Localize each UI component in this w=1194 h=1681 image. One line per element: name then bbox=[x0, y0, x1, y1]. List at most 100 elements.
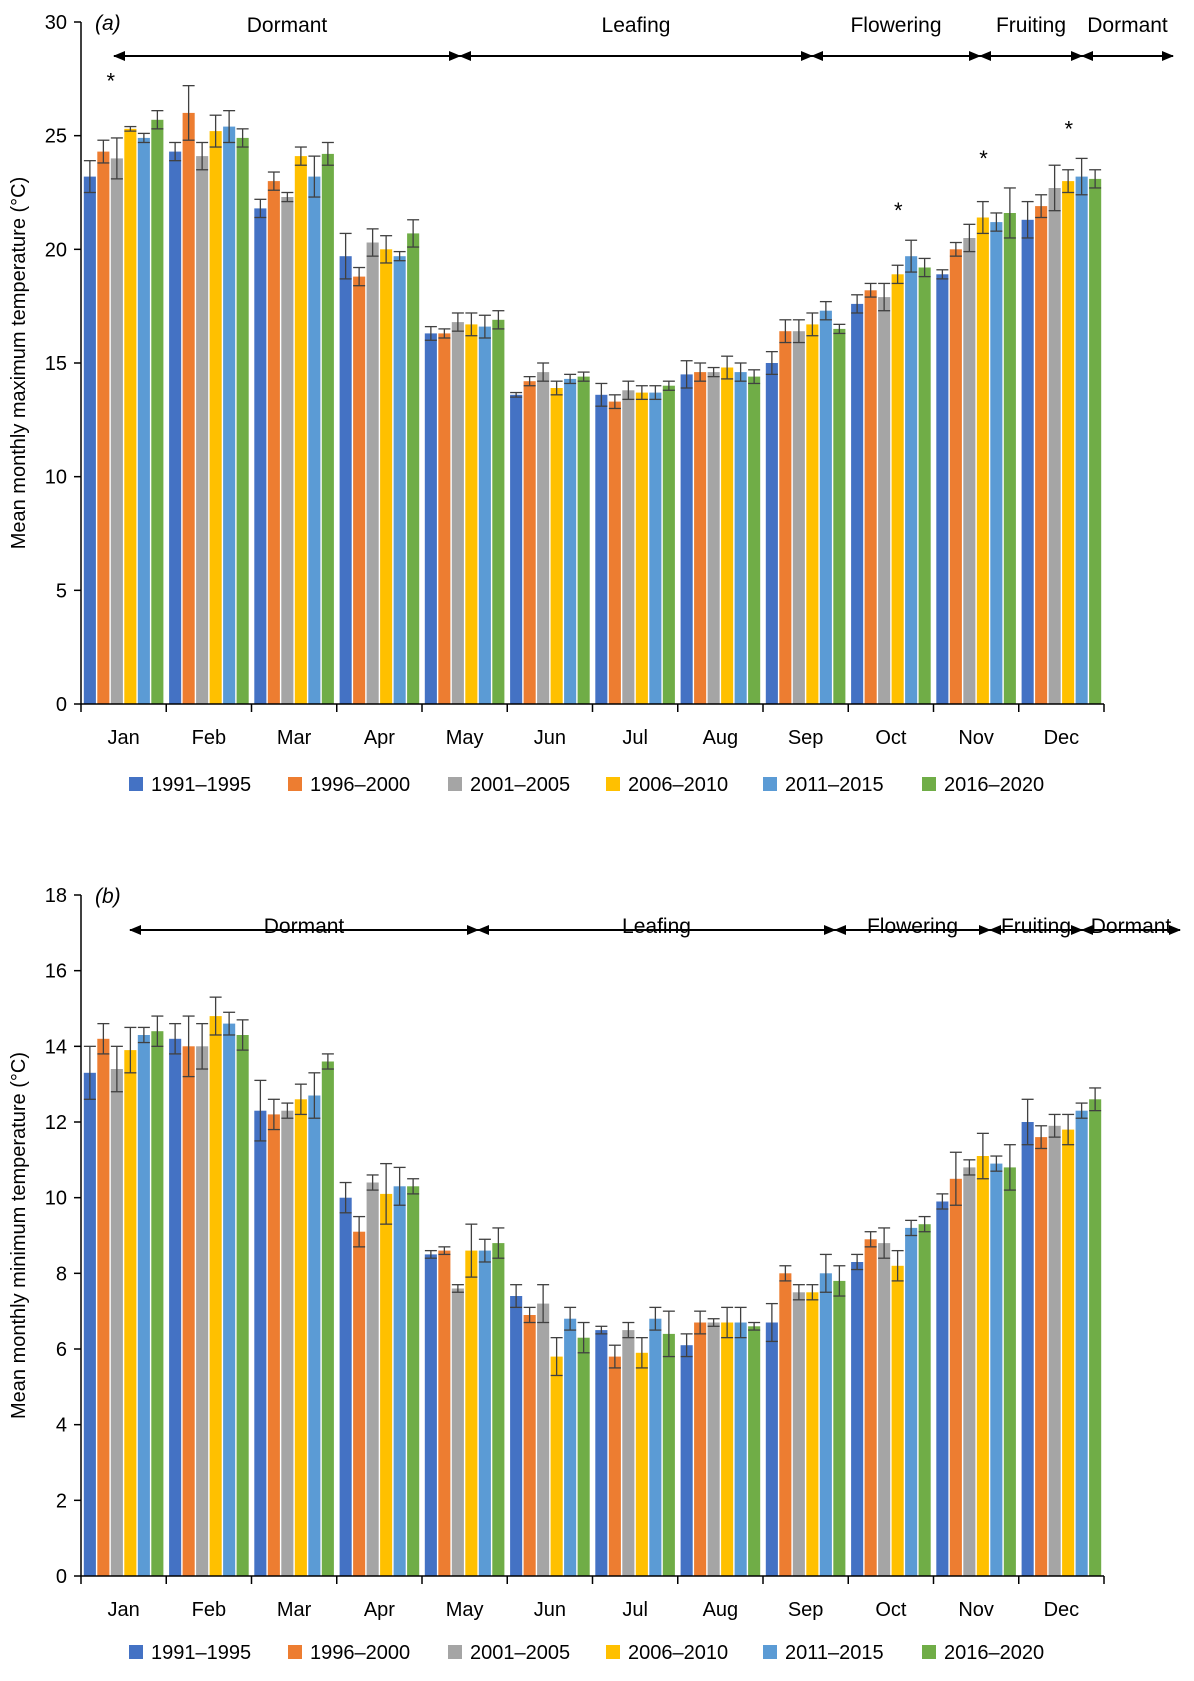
error-bar bbox=[451, 1284, 464, 1293]
error-bar bbox=[819, 1253, 832, 1293]
bar bbox=[595, 394, 608, 704]
error-bar bbox=[949, 241, 962, 257]
error-bar bbox=[537, 1284, 550, 1324]
error-bar bbox=[680, 1333, 693, 1358]
bar bbox=[110, 1069, 123, 1576]
bar bbox=[267, 181, 280, 705]
bar bbox=[779, 331, 792, 704]
bar bbox=[110, 158, 123, 704]
bar bbox=[223, 1023, 236, 1576]
bar bbox=[622, 390, 635, 704]
stage-label-dormant: Dormant bbox=[264, 915, 345, 938]
legend-swatch-5 bbox=[763, 777, 777, 791]
bar bbox=[308, 176, 321, 705]
x-tick-label-apr: Apr bbox=[364, 727, 395, 749]
bar bbox=[537, 1303, 550, 1576]
error-bar bbox=[936, 269, 949, 280]
bar bbox=[169, 151, 182, 705]
series-5-bars bbox=[137, 110, 1088, 705]
bar bbox=[281, 197, 294, 704]
error-bar bbox=[595, 1325, 608, 1335]
error-bar bbox=[124, 125, 137, 132]
y-tick-label: 20 bbox=[45, 239, 67, 261]
error-bar bbox=[851, 1253, 864, 1271]
error-bar bbox=[1021, 200, 1034, 239]
error-bar bbox=[267, 171, 280, 191]
y-tick-label: 10 bbox=[45, 1188, 67, 1210]
y-tick-label: 8 bbox=[56, 1263, 67, 1285]
error-bar bbox=[510, 391, 523, 398]
error-bar bbox=[97, 1022, 110, 1055]
bar bbox=[608, 1356, 621, 1576]
bar bbox=[936, 274, 949, 704]
bar bbox=[151, 119, 164, 705]
error-bar bbox=[990, 1155, 1003, 1172]
error-bar bbox=[878, 1227, 891, 1259]
error-bar bbox=[649, 385, 662, 401]
bar bbox=[577, 376, 590, 704]
bar bbox=[649, 1318, 662, 1576]
x-tick-label-sep: Sep bbox=[788, 727, 824, 749]
series-4-bars bbox=[124, 114, 1075, 705]
bar bbox=[380, 249, 393, 705]
y-tick-label: 0 bbox=[56, 1566, 67, 1588]
error-bar bbox=[765, 1302, 778, 1343]
legend-label-6: 2016–2020 bbox=[944, 774, 1044, 796]
error-bar bbox=[393, 250, 406, 262]
error-bar bbox=[1062, 1113, 1075, 1146]
bar bbox=[1003, 213, 1016, 704]
panel-label: (b) bbox=[95, 885, 121, 908]
error-bar bbox=[905, 239, 918, 273]
bar bbox=[721, 367, 734, 704]
error-bar bbox=[478, 314, 491, 339]
error-bar bbox=[478, 1238, 491, 1263]
x-tick-label-dec: Dec bbox=[1044, 1599, 1080, 1621]
error-bar bbox=[110, 137, 123, 180]
bar bbox=[550, 388, 563, 704]
legend-label-6: 2016–2020 bbox=[944, 1642, 1044, 1664]
error-bar bbox=[492, 1227, 505, 1259]
x-tick-label-oct: Oct bbox=[875, 1599, 907, 1621]
bar bbox=[1003, 1167, 1016, 1576]
error-bar bbox=[662, 380, 675, 391]
error-bar bbox=[963, 223, 976, 253]
bar bbox=[1035, 1137, 1048, 1576]
legend-label-1: 1991–1995 bbox=[151, 1642, 251, 1664]
x-tick-label-oct: Oct bbox=[875, 727, 907, 749]
x-tick-label-jan: Jan bbox=[108, 1599, 140, 1621]
error-bar bbox=[792, 319, 805, 344]
y-tick-label: 16 bbox=[45, 961, 67, 983]
legend: 1991–1995 1996–2000 2001–2005 2006–2010 2011… bbox=[129, 1642, 1044, 1664]
error-bar bbox=[833, 323, 846, 335]
error-bar bbox=[905, 1219, 918, 1237]
error-bar bbox=[1089, 169, 1102, 189]
bar bbox=[765, 363, 778, 704]
bar bbox=[891, 274, 904, 704]
error-bar bbox=[339, 232, 352, 280]
series-6-bars bbox=[151, 110, 1102, 705]
bar bbox=[905, 1227, 918, 1576]
error-bar bbox=[1035, 194, 1048, 219]
error-bar bbox=[182, 85, 195, 141]
error-bar bbox=[608, 394, 621, 410]
error-bar bbox=[864, 1231, 877, 1248]
x-tick-label-feb: Feb bbox=[192, 727, 226, 749]
error-bar bbox=[424, 1249, 437, 1259]
bar bbox=[321, 1061, 334, 1576]
bar bbox=[1062, 1129, 1075, 1576]
bar bbox=[564, 1318, 577, 1576]
bar bbox=[523, 381, 536, 704]
bar bbox=[1075, 1110, 1088, 1576]
error-bar bbox=[380, 1162, 393, 1225]
y-tick-label: 5 bbox=[56, 580, 67, 602]
legend-label-3: 2001–2005 bbox=[470, 774, 570, 796]
significance-asterisk: * bbox=[107, 69, 116, 94]
bar bbox=[680, 374, 693, 704]
x-tick-label-jun: Jun bbox=[534, 727, 566, 749]
legend-label-1: 1991–1995 bbox=[151, 774, 251, 796]
error-bar bbox=[254, 198, 267, 219]
bar bbox=[963, 1167, 976, 1576]
legend-swatch-6 bbox=[922, 1645, 936, 1659]
error-bar bbox=[635, 1337, 648, 1369]
bar bbox=[891, 1265, 904, 1576]
